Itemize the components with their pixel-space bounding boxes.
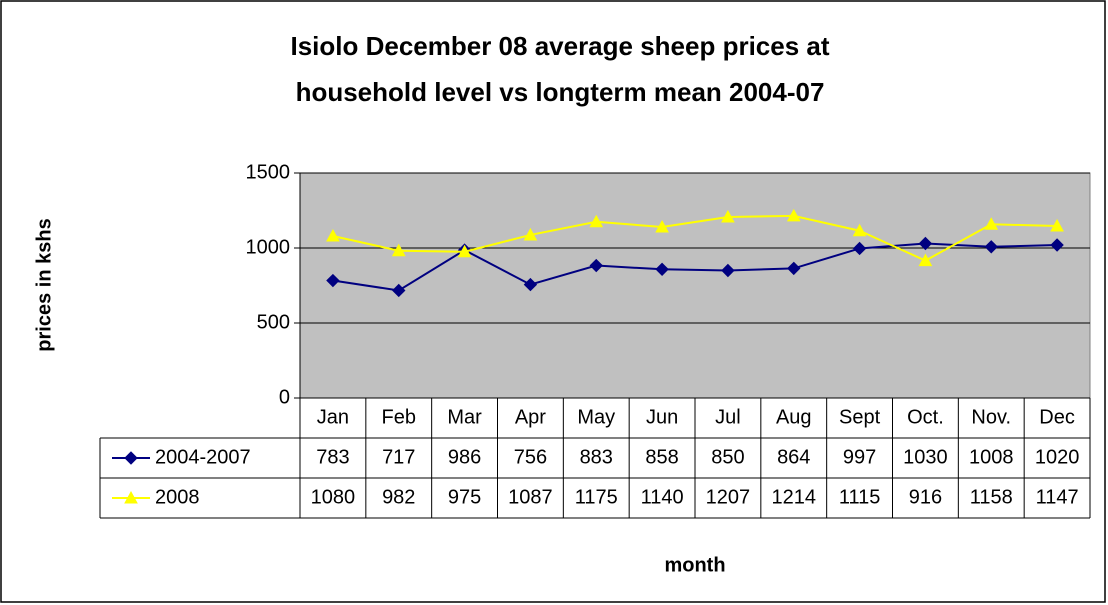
x-tick-label: Feb	[382, 406, 416, 428]
marker	[984, 240, 998, 254]
table-value: 1020	[1035, 446, 1080, 468]
x-tick-label: Sept	[839, 406, 881, 428]
x-tick-label: Nov.	[971, 406, 1011, 428]
series-line	[332, 242, 1058, 292]
table-value: 883	[580, 446, 613, 468]
legend-marker	[124, 451, 138, 465]
marker	[655, 219, 669, 233]
table-value: 1147	[1036, 486, 1079, 508]
marker	[523, 227, 538, 241]
marker	[392, 283, 406, 298]
legend-label: 2008	[155, 486, 200, 508]
y-tick-label: 0	[279, 386, 290, 408]
table-value: 1175	[575, 486, 618, 508]
legend-label: 2004-2007	[155, 446, 251, 468]
table-value: 864	[777, 446, 810, 468]
marker	[589, 258, 603, 273]
table-value: 1087	[508, 486, 553, 508]
marker	[918, 253, 933, 267]
table-value: 1214	[772, 486, 817, 508]
marker	[326, 228, 340, 242]
marker	[852, 241, 867, 256]
marker	[326, 273, 340, 288]
marker	[391, 243, 406, 257]
legend-marker	[124, 490, 138, 504]
x-tick-label: Jun	[646, 406, 678, 428]
x-tick-label: Jan	[317, 406, 349, 428]
marker	[786, 208, 801, 222]
marker	[721, 263, 735, 278]
y-tick-label: 1000	[246, 236, 291, 258]
x-axis-label: month	[664, 554, 725, 576]
marker	[787, 261, 801, 276]
marker	[655, 262, 669, 277]
table-value: 1030	[903, 446, 948, 468]
table-value: 997	[843, 446, 876, 468]
table-value: 1080	[311, 486, 356, 508]
table-value: 858	[645, 446, 678, 468]
x-tick-label: May	[577, 406, 615, 428]
table-value: 850	[711, 446, 744, 468]
table-value: 717	[382, 446, 415, 468]
marker	[523, 277, 538, 292]
marker	[1050, 218, 1064, 232]
x-tick-label: Dec	[1039, 406, 1075, 428]
table-value: 975	[448, 486, 481, 508]
table-value: 982	[382, 486, 415, 508]
table-value: 1158	[970, 486, 1013, 508]
plot-area	[299, 172, 1091, 399]
table-value: 1008	[969, 446, 1014, 468]
x-tick-label: Oct.	[907, 406, 944, 428]
series-line	[332, 214, 1058, 262]
marker	[721, 209, 735, 223]
y-tick-label: 500	[257, 311, 290, 333]
marker	[589, 214, 604, 228]
marker	[1050, 238, 1064, 252]
table-value: 1140	[641, 486, 684, 508]
x-tick-label: Aug	[776, 406, 812, 428]
x-tick-label: Jul	[715, 406, 741, 428]
y-axis-label: prices in kshs	[33, 218, 55, 351]
y-tick-label: 1500	[246, 161, 291, 183]
table-value: 1115	[839, 486, 881, 508]
table-value: 916	[909, 486, 942, 508]
table-value: 1207	[706, 486, 751, 508]
table-value: 756	[514, 446, 547, 468]
marker	[984, 217, 999, 230]
table-value: 986	[448, 446, 481, 468]
marker	[852, 223, 867, 237]
table-value: 783	[316, 446, 349, 468]
x-tick-label: Mar	[447, 406, 482, 428]
marker	[918, 236, 933, 251]
marker	[457, 244, 472, 258]
x-tick-label: Apr	[515, 406, 546, 428]
chart-title: Isiolo December 08 average sheep prices …	[290, 31, 829, 107]
